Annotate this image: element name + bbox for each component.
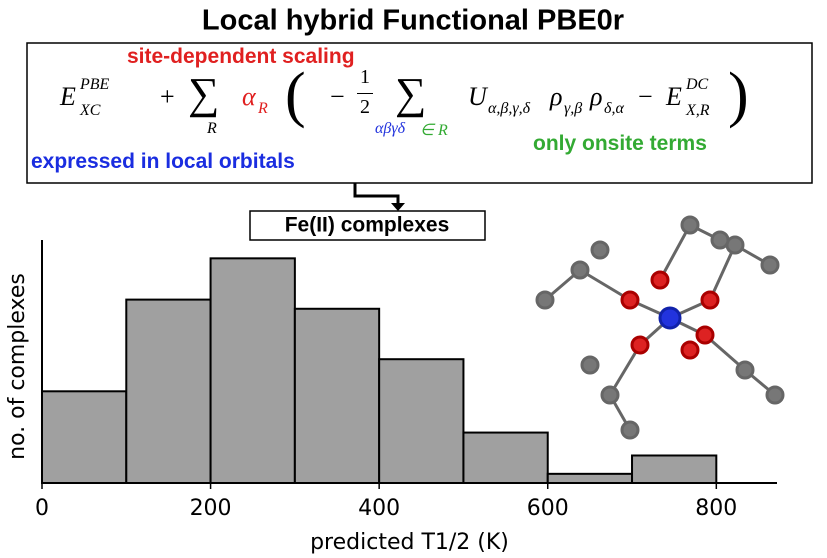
formula-den: 2	[360, 96, 370, 118]
formula-sup: PBE	[80, 76, 110, 93]
formula-sum-index: ∈ R	[420, 122, 448, 139]
fraction-bar	[357, 93, 373, 94]
bar	[378, 358, 465, 484]
orbitals-note: expressed in local orbitals	[31, 150, 295, 173]
formula-term: E	[666, 82, 682, 111]
formula-op: −	[638, 82, 653, 111]
formula-paren: )	[728, 61, 749, 129]
system-box	[249, 210, 486, 241]
x-tick-label: 400	[358, 496, 400, 521]
bar	[462, 431, 549, 485]
formula-term: U	[468, 82, 487, 111]
formula-sub: δ,α	[604, 100, 624, 117]
bar	[631, 454, 718, 485]
x-tick-label: 0	[35, 496, 49, 521]
formula-sub: XC	[80, 102, 101, 119]
formula-alpha-sub: R	[258, 100, 268, 117]
x-axis-label: predicted T1/2 (K)	[310, 530, 509, 555]
formula-sum-index: αβγδ	[375, 120, 406, 137]
arrow	[353, 183, 400, 204]
formula-box	[26, 42, 813, 184]
formula-paren: (	[285, 61, 306, 129]
bar	[41, 390, 128, 484]
bar	[125, 298, 212, 484]
formula-op: −	[330, 82, 345, 111]
y-axis-label: no. of complexes	[5, 273, 30, 460]
bar	[209, 257, 296, 484]
formula-op: +	[160, 82, 175, 111]
formula-term: ρ	[550, 82, 563, 111]
bar	[293, 307, 381, 484]
formula-sub: X,R	[686, 102, 710, 119]
formula-alpha: α	[242, 82, 256, 111]
system-label: Fe(II) complexes	[285, 214, 450, 237]
formula-term: E	[60, 82, 76, 111]
x-tick-label: 600	[527, 496, 569, 521]
formula: E PBE XC + ∑ R α R ( − 1 2 ∑ αβγδ ∈ R U …	[60, 61, 810, 148]
formula-term: ρ	[590, 82, 603, 111]
formula-sum-index: R	[207, 120, 217, 137]
scaling-note: site-dependent scaling	[127, 45, 355, 68]
formula-sum: ∑	[395, 69, 427, 118]
arrow-head	[391, 203, 405, 211]
formula-sum: ∑	[188, 69, 220, 118]
onsite-note: only onsite terms	[533, 132, 707, 155]
bar	[546, 472, 634, 485]
formula-sup: DC	[686, 76, 709, 93]
chart-title: Local hybrid Functional PBE0r	[202, 5, 624, 37]
formula-sub: α,β,γ,δ	[488, 100, 531, 117]
formula-num: 1	[360, 66, 370, 88]
x-tick-label: 800	[695, 496, 737, 521]
x-tick-label: 200	[190, 496, 232, 521]
formula-sub: γ,β	[564, 100, 583, 117]
molecule	[535, 215, 785, 440]
